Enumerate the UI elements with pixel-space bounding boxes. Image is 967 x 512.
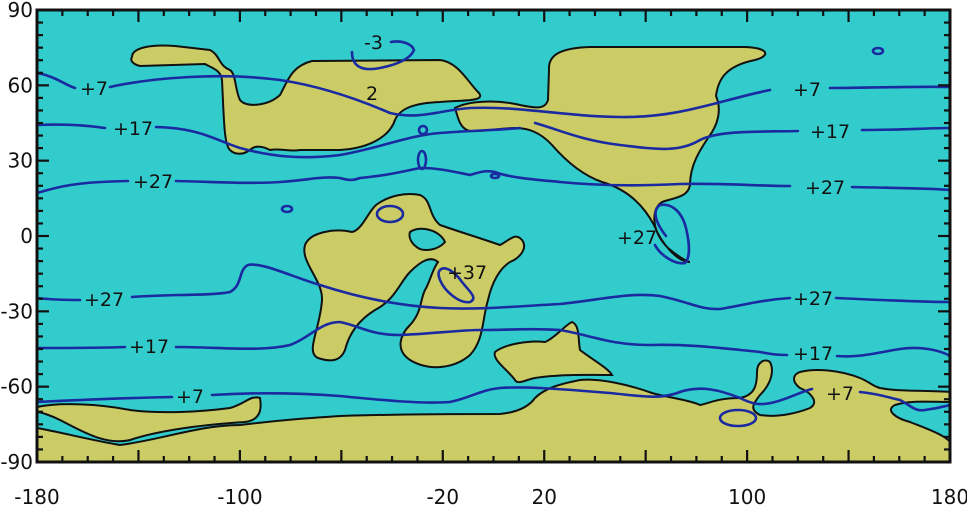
- isotherm-s7: [35, 386, 952, 412]
- x-tick-label: -180: [14, 485, 59, 509]
- isotherm-small-loop: [375, 204, 405, 224]
- central-continent: [303, 193, 526, 369]
- isotherm-small-loop: [871, 46, 885, 56]
- southern-island: [493, 320, 614, 384]
- isotherm-minus3: [350, 40, 416, 71]
- x-tick-label: 100: [728, 485, 766, 509]
- y-tick-label: 60: [8, 73, 33, 97]
- contour-label: +17: [129, 336, 169, 358]
- y-tick-label: 30: [8, 149, 33, 173]
- isotherm-n27: [35, 166, 952, 195]
- western-antarctic-island: [36, 396, 262, 443]
- isotherm-s17: [35, 320, 952, 358]
- landmasses: [36, 44, 951, 463]
- contour-label: +7: [176, 386, 204, 408]
- x-tick-label: 180: [931, 485, 967, 509]
- isotherm-small-loop: [417, 124, 429, 136]
- y-tick-label: -60: [0, 375, 33, 399]
- y-tick-label: -30: [0, 299, 33, 323]
- contour-label: +37: [447, 262, 487, 284]
- contour-label: +17: [810, 121, 850, 143]
- contour-label: +17: [113, 118, 153, 140]
- y-tick-label: 0: [20, 224, 33, 248]
- contour-label: +27: [617, 227, 657, 249]
- contour-label: +7: [80, 78, 108, 100]
- contour-label: +27: [133, 171, 173, 193]
- x-tick-label: -20: [426, 485, 459, 509]
- contour-label: -3: [364, 32, 383, 54]
- plot-frame: [35, 8, 952, 464]
- contour-label: +27: [805, 177, 845, 199]
- isotherm-n17: [35, 121, 952, 159]
- isotherm-small-loop: [489, 172, 501, 180]
- y-tick-label: -90: [0, 450, 33, 474]
- isotherm-small-loop: [416, 149, 428, 171]
- contour-label: +17: [793, 343, 833, 365]
- x-tick-label: -100: [217, 485, 262, 509]
- x-tick-label: 20: [531, 485, 556, 509]
- contour-label: +7: [793, 79, 821, 101]
- isotherm-small-loop: [280, 204, 294, 214]
- northern-continent: [130, 44, 767, 263]
- isotherm-small-loop: [718, 408, 758, 428]
- contour-label: +27: [793, 288, 833, 310]
- isotherm-37-loop: [437, 267, 475, 304]
- y-tick-label: 90: [8, 0, 33, 22]
- isotherm-n7: [35, 71, 952, 119]
- contour-label: +27: [84, 289, 124, 311]
- contour-labels: +7 +7 +17 +17 +27 +27 -3 2 +27 +37 +27 +…: [80, 32, 854, 408]
- contour-label: 2: [366, 83, 378, 105]
- contour-label: +7: [826, 383, 854, 405]
- isotherm-eq27-loop: [653, 203, 691, 265]
- antarctic-continent: [36, 359, 951, 463]
